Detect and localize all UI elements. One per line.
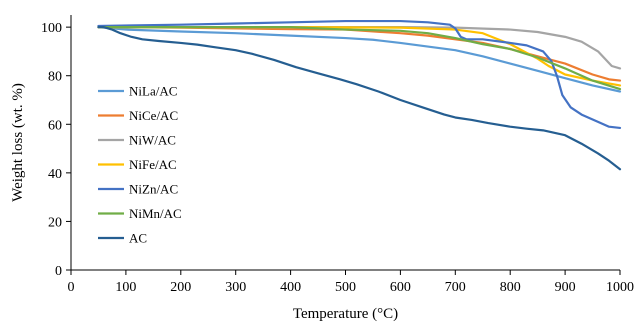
axes: 0 100 200 300 400 500 600 700 800 900 1000 0 20 40 60 8… — [41, 15, 634, 295]
x-tick-label: 200 — [170, 280, 191, 295]
x-tick-label: 800 — [500, 280, 521, 295]
series-line-nizn-ac — [97, 19, 622, 130]
x-tick-label: 900 — [555, 280, 576, 295]
x-tick-label: 100 — [115, 280, 136, 295]
legend-label-nimn-ac: NiMn/AC — [129, 206, 182, 221]
y-tick-label: 60 — [48, 118, 62, 133]
x-tick-label: 0 — [68, 280, 75, 295]
y-tick-label: 80 — [48, 70, 62, 85]
legend-label-nife-ac: NiFe/AC — [129, 157, 177, 172]
legend: NiLa/AC NiCe/AC NiW/AC NiFe/AC NiZn/AC NiMn/A… — [98, 84, 182, 246]
y-tick-label: 40 — [48, 167, 62, 182]
plot-area — [97, 19, 622, 171]
legend-label-ac: AC — [129, 231, 147, 246]
x-tick-label: 300 — [225, 280, 246, 295]
y-tick-label: 100 — [41, 21, 62, 36]
x-axis-title: Temperature (°C) — [293, 306, 398, 322]
x-tick-label: 1000 — [606, 280, 634, 295]
x-tick-label: 700 — [445, 280, 466, 295]
series-line-nimn-ac — [97, 26, 622, 91]
legend-label-nice-ac: NiCe/AC — [129, 108, 178, 123]
legend-label-nila-ac: NiLa/AC — [129, 84, 177, 99]
y-axis-title: Weight loss (wt. %) — [10, 83, 26, 202]
y-tick-label: 20 — [48, 215, 62, 230]
x-tick-label: 500 — [335, 280, 356, 295]
legend-label-nizn-ac: NiZn/AC — [129, 182, 178, 197]
legend-label-niw-ac: NiW/AC — [129, 133, 176, 148]
series-line-nila-ac — [97, 26, 622, 93]
series-line-ac — [97, 26, 622, 171]
y-tick-label: 0 — [55, 264, 62, 279]
x-tick-label: 400 — [280, 280, 301, 295]
x-tick-label: 600 — [390, 280, 411, 295]
